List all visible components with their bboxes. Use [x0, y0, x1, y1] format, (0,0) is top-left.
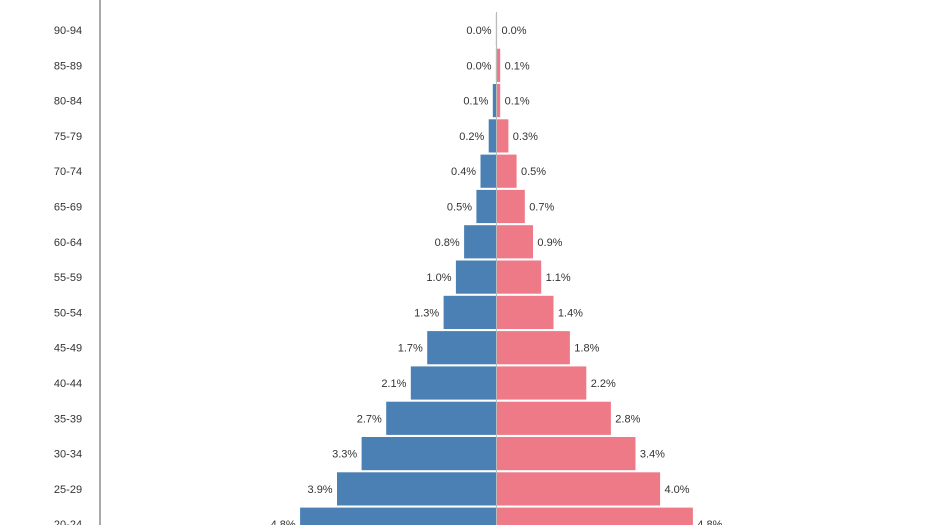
data-label-right: 4.0% [665, 484, 690, 496]
data-label-right: 1.4% [558, 307, 583, 319]
bar-left [385, 400, 497, 436]
bar-right [496, 153, 518, 189]
y-tick-label: 75-79 [54, 131, 82, 143]
bar-right [496, 189, 526, 224]
bar-left [491, 83, 497, 118]
data-label-right: 1.1% [546, 272, 571, 284]
bar-right [496, 83, 501, 118]
bar-left [409, 365, 497, 401]
data-label-left: 2.7% [357, 413, 382, 425]
data-label-left: 0.8% [435, 237, 460, 249]
bar-right [496, 506, 694, 525]
data-label-right: 0.7% [529, 202, 554, 214]
bar-right [496, 118, 510, 154]
data-label-right: 4.8% [697, 519, 722, 525]
y-tick-label: 25-29 [54, 484, 82, 496]
bar-left [426, 330, 497, 366]
y-tick-label: 85-89 [54, 60, 82, 72]
data-label-left: 0.4% [451, 166, 476, 178]
data-label-right: 0.1% [505, 96, 530, 108]
y-tick-label: 65-69 [54, 202, 82, 214]
y-tick-label: 60-64 [54, 237, 82, 249]
data-label-left: 0.1% [463, 96, 488, 108]
bar-right [496, 47, 501, 83]
bar-left [487, 118, 497, 154]
bar-left [360, 436, 497, 472]
y-tick-label: 80-84 [54, 96, 82, 108]
bar-left [475, 189, 497, 224]
y-tick-label: 50-54 [54, 307, 82, 319]
bar-right [496, 259, 542, 295]
data-label-right: 0.0% [502, 25, 527, 37]
bar-left [299, 506, 497, 525]
bar-right [496, 294, 555, 330]
data-label-right: 2.8% [615, 413, 640, 425]
y-ticks-group: 90-94 85-89 80-84 75-79 70-74 65-69 60-64 55-59… [54, 25, 82, 525]
data-label-right: 1.8% [574, 343, 599, 355]
data-label-left: 1.3% [414, 307, 439, 319]
bar-left [455, 259, 497, 295]
bar-right [496, 330, 571, 366]
data-label-left: 3.3% [332, 449, 357, 461]
data-label-left: 0.0% [466, 25, 491, 37]
data-label-right: 0.1% [505, 60, 530, 72]
y-tick-label: 55-59 [54, 272, 82, 284]
data-label-left: 0.2% [459, 131, 484, 143]
data-label-left: 3.9% [308, 484, 333, 496]
y-tick-label: 35-39 [54, 413, 82, 425]
data-label-left: 0.5% [447, 202, 472, 214]
data-label-right: 0.5% [521, 166, 546, 178]
data-label-right: 0.9% [537, 237, 562, 249]
y-tick-label: 90-94 [54, 25, 82, 37]
y-tick-label: 40-44 [54, 378, 82, 390]
data-label-right: 0.3% [513, 131, 538, 143]
y-tick-label: 30-34 [54, 449, 82, 461]
bar-left [463, 224, 497, 260]
labels-group: 0.0% 0.0% 0.0% 0.1% 0.1% 0.1% 0.2% 0.3% 0.4% 0.5%… [271, 25, 723, 525]
data-label-left: 2.1% [381, 378, 406, 390]
bars-group [299, 12, 694, 525]
bar-right [496, 400, 612, 436]
bar-left [336, 471, 497, 507]
bar-right [496, 365, 588, 401]
y-tick-label: 45-49 [54, 343, 82, 355]
bar-left [479, 153, 497, 189]
data-label-right: 2.2% [591, 378, 616, 390]
bar-right [496, 224, 534, 260]
data-label-right: 3.4% [640, 449, 665, 461]
y-tick-label: 70-74 [54, 166, 82, 178]
data-label-left: 1.0% [426, 272, 451, 284]
bar-left [442, 294, 497, 330]
bar-right [496, 436, 637, 472]
bar-right [496, 471, 661, 507]
y-tick-label: 20-24 [54, 519, 82, 525]
data-label-left: 0.0% [466, 60, 491, 72]
data-label-left: 1.7% [398, 343, 423, 355]
data-label-left: 4.8% [271, 519, 296, 525]
